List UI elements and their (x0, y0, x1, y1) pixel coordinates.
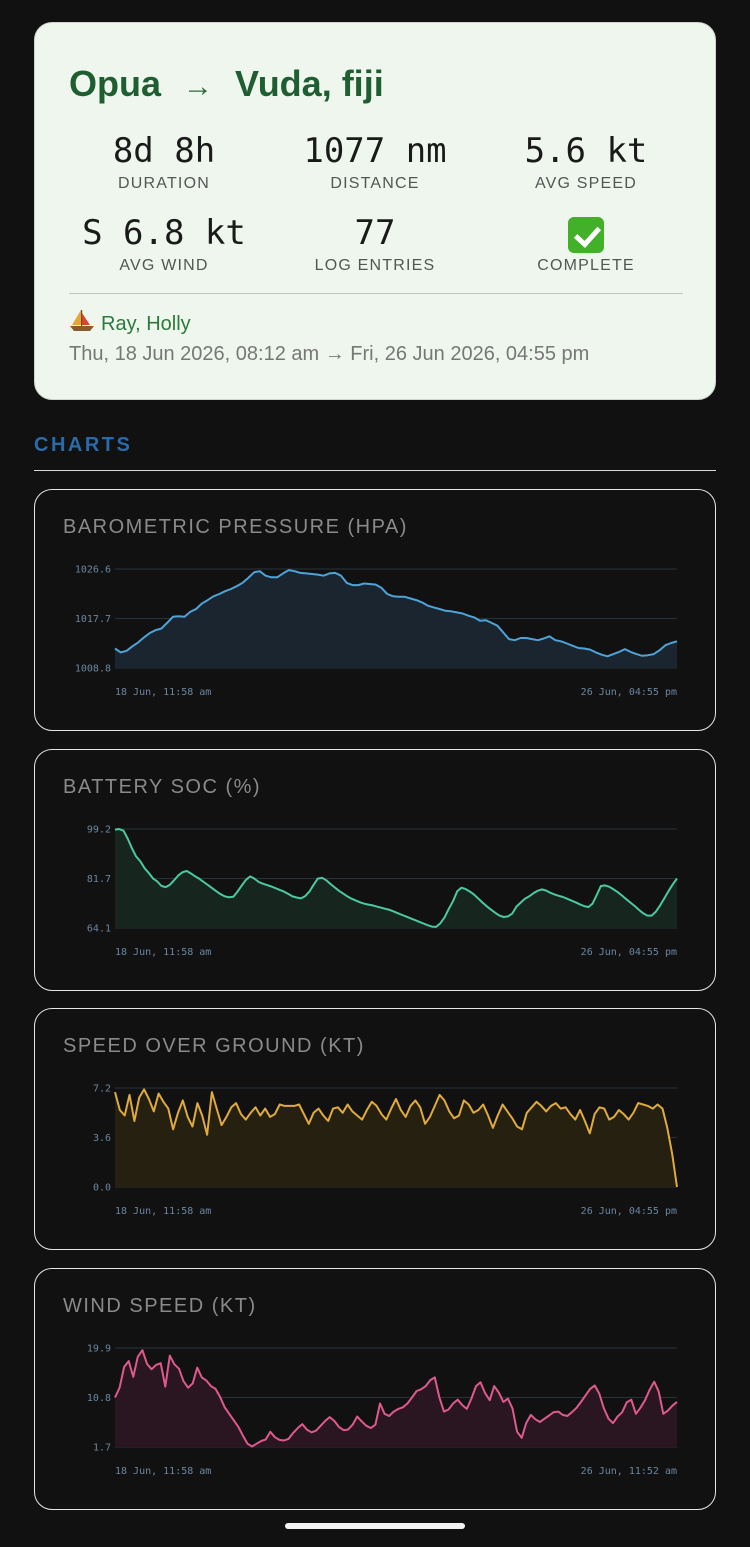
sog-chart: 7.2 3.6 0.0 18 Jun, 11:58 am 26 Jun, 04:55 p… (93, 1084, 678, 1217)
y-tick-label: 81.7 (87, 874, 111, 885)
stat-value: 77 (354, 213, 396, 253)
x-tick-label-start: 18 Jun, 11:58 am (115, 947, 211, 958)
y-tick-label: 1.7 (93, 1443, 111, 1454)
y-tick-label: 1008.8 (75, 664, 111, 675)
stat-label: DURATION (118, 175, 210, 192)
stat-duration: 8d 8h DURATION (59, 131, 269, 193)
chart-card-battery: BATTERY SOC (%) 99.2 81.7 64.1 18 Jun, 11:5… (34, 749, 716, 991)
chart-card-wind: WIND SPEED (KT) 19.9 10.8 1.7 18 Jun, 11:58… (34, 1268, 716, 1510)
route-destination: Vuda, fiji (235, 63, 384, 104)
x-tick-label-end: 26 Jun, 04:55 pm (581, 1206, 677, 1217)
y-tick-label: 1026.6 (75, 565, 111, 576)
crew-line: Ray, Holly (69, 309, 191, 336)
stat-avg-wind: S 6.8 kt AVG WIND (59, 213, 269, 275)
chart-card-sog: SPEED OVER GROUND (KT) 7.2 3.6 0.0 18 Jun, … (34, 1008, 716, 1250)
route-origin: Opua (69, 63, 162, 104)
stat-log-entries: 77 LOG ENTRIES (270, 213, 480, 275)
wind-chart: 19.9 10.8 1.7 18 Jun, 11:58 am 26 Jun, 11:52… (87, 1344, 678, 1477)
stat-label: AVG SPEED (534, 175, 638, 192)
charts-section-rule (34, 470, 716, 471)
x-tick-label-end: 26 Jun, 11:52 am (581, 1466, 677, 1477)
stat-value: S 6.8 kt (82, 213, 246, 253)
route-title: Opua → Vuda, fiji (69, 63, 384, 105)
series-line (114, 1088, 678, 1188)
y-tick-label: 10.8 (87, 1393, 111, 1404)
series-line (114, 1349, 678, 1448)
pressure-chart: 1026.6 1017.7 1008.8 18 Jun, 11:58 am 26 Jun… (75, 565, 678, 698)
x-tick-label-start: 18 Jun, 11:58 am (115, 687, 211, 698)
battery-chart: 99.2 81.7 64.1 18 Jun, 11:58 am 26 Jun, 04:5… (87, 825, 678, 958)
chart-card-pressure: BAROMETRIC PRESSURE (HPA) 1026.6 1017.7 10… (34, 489, 716, 731)
stat-label: LOG ENTRIES (314, 257, 436, 274)
passage-summary-card: Opua → Vuda, fiji 8d 8h DURATION 1077 nm D… (34, 22, 716, 400)
series-area (115, 829, 677, 928)
stat-value: 8d 8h (112, 131, 216, 171)
chart-title: BAROMETRIC PRESSURE (HPA) (63, 516, 408, 538)
stat-label: DISTANCE (330, 175, 420, 192)
x-tick-label-end: 26 Jun, 04:55 pm (581, 687, 677, 698)
stat-avg-speed: 5.6 kt AVG SPEED (481, 131, 691, 193)
check-mark-icon (568, 216, 604, 253)
stat-value: 1077 nm (303, 131, 447, 171)
stat-label: AVG WIND (119, 257, 209, 274)
series-line (114, 828, 678, 928)
y-tick-label: 19.9 (87, 1344, 111, 1355)
stat-complete: COMPLETE (481, 213, 691, 275)
y-tick-label: 64.1 (87, 924, 111, 935)
series-line (114, 569, 678, 658)
stat-distance: 1077 nm DISTANCE (270, 131, 480, 193)
series-area (115, 1350, 677, 1447)
stat-value: 5.6 kt (524, 131, 648, 171)
series-area (115, 1089, 677, 1187)
x-tick-label-start: 18 Jun, 11:58 am (115, 1206, 211, 1217)
y-tick-label: 1017.7 (75, 614, 111, 625)
passage-dates: Thu, 18 Jun 2026, 08:12 am → Fri, 26 Jun… (69, 343, 590, 365)
y-tick-label: 3.6 (93, 1133, 111, 1144)
stat-value (481, 213, 691, 253)
y-tick-label: 7.2 (93, 1084, 111, 1095)
home-indicator[interactable] (285, 1523, 465, 1529)
y-tick-label: 0.0 (93, 1183, 111, 1194)
sailboat-icon (70, 310, 94, 331)
summary-divider (69, 293, 683, 294)
y-tick-label: 99.2 (87, 825, 111, 836)
x-tick-label-start: 18 Jun, 11:58 am (115, 1466, 211, 1477)
x-tick-label-end: 26 Jun, 04:55 pm (581, 947, 677, 958)
chart-title: WIND SPEED (KT) (63, 1295, 257, 1317)
route-arrow: → (183, 70, 214, 103)
series-area (115, 570, 677, 668)
crew-names: Ray, Holly (101, 313, 191, 335)
chart-title: SPEED OVER GROUND (KT) (63, 1035, 365, 1057)
chart-title: BATTERY SOC (%) (63, 776, 262, 798)
stat-label: COMPLETE (537, 257, 635, 274)
charts-section-title: CHARTS (34, 434, 133, 456)
